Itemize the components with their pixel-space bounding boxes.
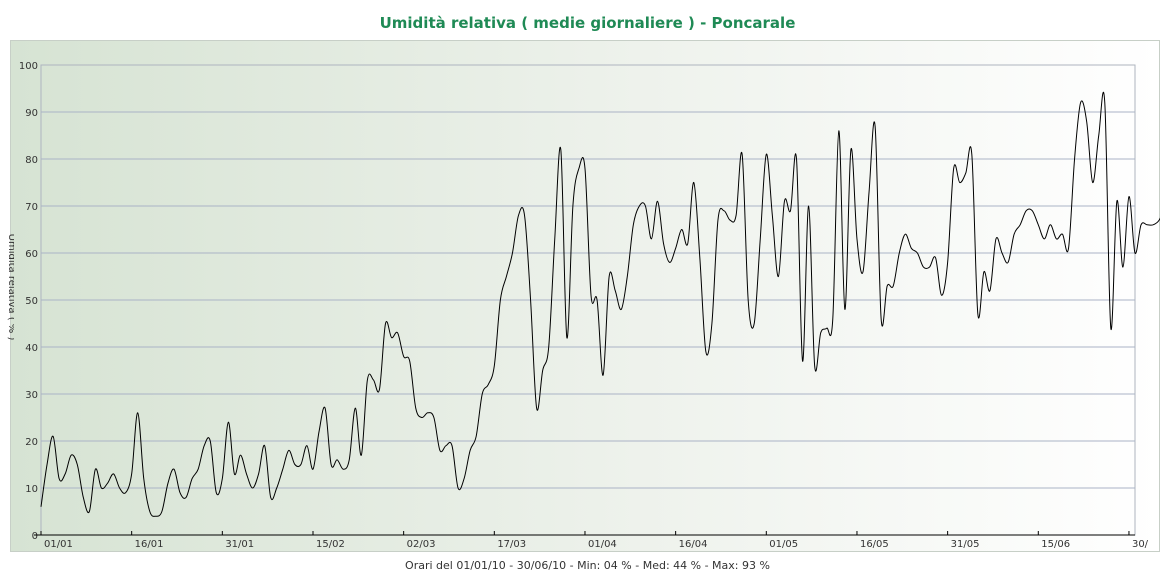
- y-tick-label: 90: [25, 108, 38, 119]
- x-tick-label: 31/05: [951, 539, 980, 550]
- y-tick-label: 20: [25, 437, 38, 448]
- y-axis-ticks: 0 10 20 30 40 50 60 70 80 90 100: [19, 61, 38, 542]
- x-tick-label: 01/01: [44, 539, 73, 550]
- x-tick-label: 16/04: [679, 539, 708, 550]
- x-tick-label: 15/02: [316, 539, 345, 550]
- line-chart: 0 10 20 30 40 50 60 70 80 90 100 01/01 16/01 31/01 15…: [10, 40, 1160, 552]
- y-axis-label: Umidità relativa ( % ): [6, 234, 14, 341]
- x-tick-label: 02/03: [407, 539, 436, 550]
- y-tick-label: 100: [19, 61, 38, 72]
- y-tick-label: 80: [25, 155, 38, 166]
- x-tick-label: 01/04: [588, 539, 617, 550]
- humidity-series-line: [40, 91, 1160, 517]
- chart-footer-summary: Orari del 01/01/10 - 30/06/10 - Min: 04 …: [405, 559, 770, 572]
- x-axis-ticks: 01/01 16/01 31/01 15/02 02/03 17/03 01/04 16/04…: [40, 531, 1149, 550]
- x-tick-label: 30/: [1132, 539, 1149, 550]
- y-tick-label: 70: [25, 202, 38, 213]
- x-tick-label: 01/05: [769, 539, 798, 550]
- chart-title: Umidità relativa ( medie giornaliere ) -…: [379, 14, 796, 32]
- x-tick-label: 31/01: [225, 539, 254, 550]
- x-tick-label: 17/03: [497, 539, 526, 550]
- x-tick-label: 16/05: [860, 539, 889, 550]
- gridlines: [41, 111, 1135, 489]
- y-tick-label: 60: [25, 249, 38, 260]
- x-tick-label: 15/06: [1041, 539, 1070, 550]
- y-tick-label: 40: [25, 343, 38, 354]
- y-axis-label-container: Umidità relativa ( % ): [6, 234, 14, 341]
- x-tick-label: 16/01: [135, 539, 164, 550]
- y-tick-label: 30: [25, 390, 38, 401]
- y-tick-label: 0: [32, 531, 38, 542]
- y-tick-label: 50: [25, 296, 38, 307]
- chart-outer-frame: [10, 40, 1160, 552]
- y-tick-label: 10: [25, 484, 38, 495]
